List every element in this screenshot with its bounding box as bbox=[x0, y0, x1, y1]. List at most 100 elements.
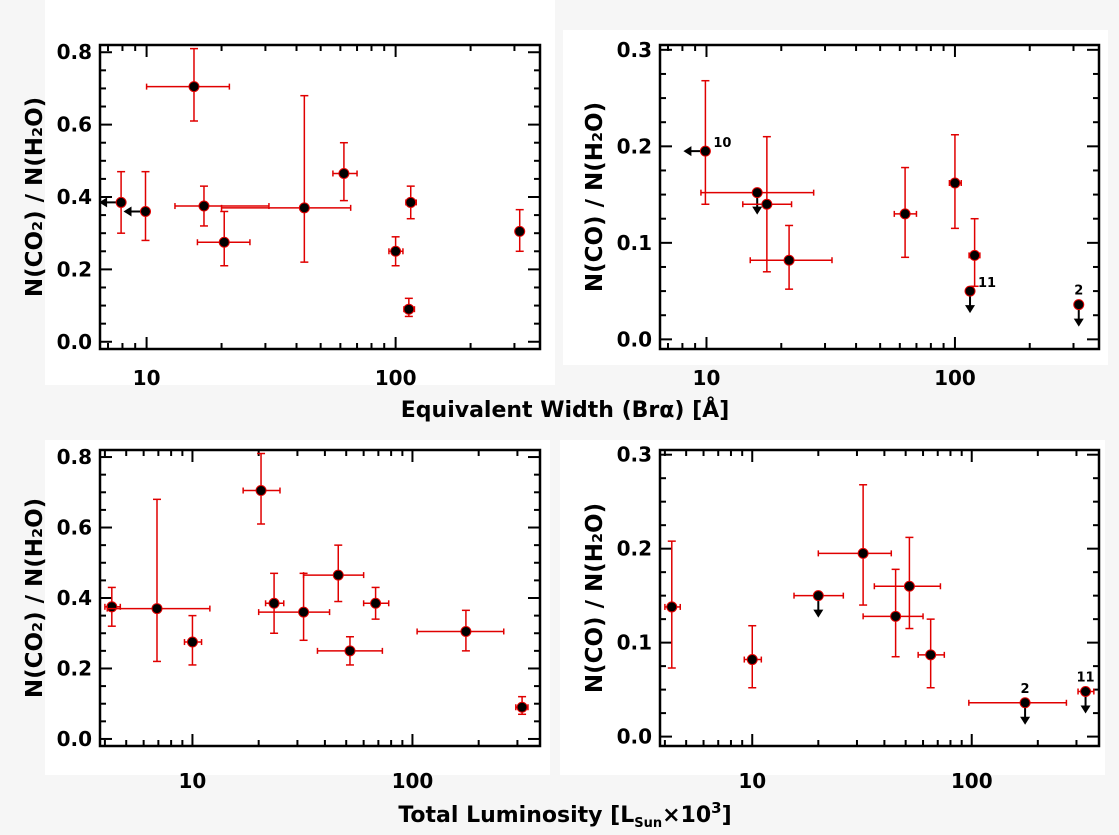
y-tick-label: 0.2 bbox=[57, 257, 92, 281]
data-point bbox=[196, 210, 251, 267]
data-point bbox=[106, 498, 211, 663]
y-tick-label: 0.6 bbox=[57, 113, 92, 137]
point-annotation: 2 bbox=[1021, 682, 1030, 697]
y-tick-label: 0.0 bbox=[57, 727, 92, 751]
data-marker bbox=[151, 603, 163, 615]
data-marker bbox=[460, 625, 472, 637]
data-marker bbox=[106, 601, 118, 613]
data-marker bbox=[140, 205, 152, 217]
x-tick-label: 10 bbox=[693, 366, 721, 390]
upper-limit-arrowhead bbox=[1073, 318, 1084, 327]
panel-top-right: 10 100 0.0 0.1 0.2 0.3 N(CO) / N(H₂O) 10 11 2 bbox=[563, 30, 1108, 390]
data-marker bbox=[338, 167, 350, 179]
y-axis-label: N(CO₂) / N(H₂O) bbox=[22, 97, 48, 297]
point-annotation: 11 bbox=[978, 276, 996, 291]
data-point bbox=[862, 568, 924, 658]
plot-background bbox=[563, 30, 1108, 365]
x-tick-label: 100 bbox=[375, 366, 417, 390]
y-tick-label: 0.8 bbox=[57, 40, 92, 64]
upper-limit-arrowhead bbox=[813, 609, 824, 618]
data-point bbox=[893, 166, 918, 259]
y-axis-label: N(CO) / N(H₂O) bbox=[582, 102, 608, 292]
y-tick-label: 0.1 bbox=[617, 631, 652, 655]
data-marker bbox=[890, 610, 902, 622]
x-axis-label-bottom-prefix: Total Luminosity [L bbox=[398, 803, 634, 828]
y-tick-label: 0.8 bbox=[57, 445, 92, 469]
y-tick-label: 0.2 bbox=[57, 656, 92, 680]
upper-limit-arrowhead bbox=[123, 206, 132, 217]
data-point bbox=[873, 536, 942, 630]
data-point bbox=[145, 47, 231, 122]
y-axis-label: N(CO) / N(H₂O) bbox=[582, 503, 608, 693]
y-tick-label: 0.6 bbox=[57, 516, 92, 540]
x-axis-label-bottom: Total Luminosity [LSun×103] bbox=[398, 799, 731, 831]
data-marker bbox=[514, 225, 526, 237]
upper-limit-arrowhead bbox=[99, 197, 108, 208]
data-marker bbox=[198, 200, 210, 212]
data-point bbox=[388, 236, 404, 267]
data-point bbox=[316, 636, 384, 666]
data-point bbox=[242, 452, 281, 525]
data-marker bbox=[344, 645, 356, 657]
y-tick-label: 0.3 bbox=[617, 443, 652, 467]
data-marker bbox=[1073, 299, 1085, 311]
data-point: 11 bbox=[1077, 670, 1095, 714]
y-tick-label: 0.3 bbox=[617, 38, 652, 62]
upper-limit-arrowhead bbox=[1020, 716, 1031, 725]
y-tick-label: 0.2 bbox=[617, 134, 652, 158]
data-marker bbox=[403, 303, 415, 315]
data-point bbox=[183, 614, 203, 666]
data-marker bbox=[115, 196, 127, 208]
data-point: 2 bbox=[1073, 284, 1085, 327]
data-marker bbox=[186, 636, 198, 648]
data-marker bbox=[964, 285, 976, 297]
y-tick-label: 0.4 bbox=[57, 586, 92, 610]
panel-bottom-right: 10 100 0.0 0.1 0.2 0.3 N(CO) / N(H₂O) 2 11 bbox=[560, 440, 1105, 793]
data-point bbox=[302, 544, 365, 603]
data-point bbox=[257, 572, 331, 642]
data-point bbox=[123, 170, 152, 242]
data-point bbox=[362, 586, 390, 620]
y-tick-label: 0.0 bbox=[57, 330, 92, 354]
data-marker bbox=[218, 236, 230, 248]
point-annotation: 2 bbox=[1074, 284, 1083, 299]
y-tick-label: 0.1 bbox=[617, 231, 652, 255]
y-axis-label: N(CO₂) / N(H₂O) bbox=[22, 498, 48, 698]
x-axis-label-top: Equivalent Width (Brα) [Å] bbox=[401, 397, 730, 423]
data-marker bbox=[699, 145, 711, 157]
data-point bbox=[664, 540, 682, 669]
plot-background bbox=[560, 440, 1105, 775]
data-marker bbox=[516, 701, 528, 713]
point-annotation: 11 bbox=[1077, 670, 1095, 685]
point-annotation: 10 bbox=[713, 136, 731, 151]
x-tick-label: 10 bbox=[179, 769, 207, 793]
x-tick-label: 100 bbox=[934, 366, 976, 390]
data-point bbox=[220, 94, 352, 263]
data-marker bbox=[812, 590, 824, 602]
y-tick-label: 0.0 bbox=[617, 725, 652, 749]
panel-top-left: 10 100 0.0 0.2 0.4 0.6 0.8 N(CO₂) / N(H₂O) bbox=[22, 0, 555, 390]
panel-bottom-left: 10 100 0.0 0.2 0.4 0.6 0.8 N(CO₂) / N(H₂O) bbox=[22, 440, 550, 793]
upper-limit-arrowhead bbox=[683, 146, 692, 157]
data-point bbox=[917, 618, 946, 689]
data-point: 10 bbox=[683, 79, 731, 205]
x-tick-label: 100 bbox=[951, 769, 993, 793]
data-marker bbox=[268, 597, 280, 609]
y-tick-label: 0.4 bbox=[57, 185, 92, 209]
data-point bbox=[515, 695, 529, 716]
data-marker bbox=[949, 177, 961, 189]
data-point bbox=[405, 185, 417, 220]
data-marker bbox=[899, 208, 911, 220]
x-axis-label-bottom-subscript: Sun bbox=[634, 816, 662, 831]
data-marker bbox=[783, 254, 795, 266]
data-point bbox=[403, 297, 416, 318]
x-tick-label: 10 bbox=[738, 769, 766, 793]
data-marker bbox=[761, 198, 773, 210]
x-axis-label-bottom-suffix: ] bbox=[722, 803, 732, 828]
plot-frame bbox=[658, 448, 1101, 748]
data-marker bbox=[1080, 685, 1092, 697]
data-marker bbox=[857, 547, 869, 559]
data-point bbox=[743, 624, 763, 689]
data-point bbox=[948, 134, 962, 230]
